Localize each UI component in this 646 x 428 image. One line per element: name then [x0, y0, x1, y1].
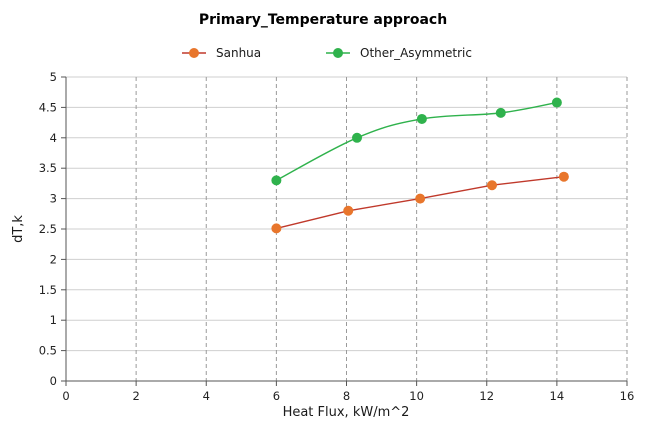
legend-marker	[333, 48, 343, 58]
data-point-sanhua	[487, 180, 498, 191]
y-tick-label: 3	[50, 192, 57, 206]
data-point-other-asymmetric	[495, 107, 506, 118]
x-tick-label: 8	[343, 389, 350, 403]
x-tick-label: 12	[479, 389, 494, 403]
x-tick-label: 0	[62, 389, 69, 403]
x-axis-label: Heat Flux, kW/m^2	[283, 405, 410, 420]
y-tick-label: 4.5	[39, 100, 57, 114]
x-tick-label: 2	[132, 389, 139, 403]
y-tick-label: 0	[50, 374, 57, 388]
data-point-other-asymmetric	[416, 113, 427, 124]
y-tick-label: 2	[50, 252, 57, 266]
tick-labels: 0 0.5 1 1.5 2 2.5 3 3.5 4 4.5 5 0 2 4 6 8 10 12 14 16	[39, 70, 635, 403]
x-tick-label: 16	[620, 389, 635, 403]
legend-marker	[189, 48, 199, 58]
data-point-sanhua	[558, 171, 569, 182]
chart-legend: Sanhua Other_Asymmetric	[182, 46, 472, 60]
legend-label: Other_Asymmetric	[360, 46, 472, 60]
legend-label: Sanhua	[216, 46, 261, 60]
y-tick-label: 1	[50, 313, 57, 327]
axes	[61, 76, 628, 386]
x-tick-label: 6	[273, 389, 280, 403]
y-tick-label: 4	[50, 131, 57, 145]
legend-item-other-asymmetric: Other_Asymmetric	[326, 46, 472, 60]
x-tick-label: 14	[550, 389, 565, 403]
y-tick-label: 0.5	[39, 344, 57, 358]
data-point-other-asymmetric	[352, 132, 363, 143]
y-tick-label: 5	[50, 70, 57, 84]
legend-item-sanhua: Sanhua	[182, 46, 261, 60]
data-point-other-asymmetric	[551, 97, 562, 108]
x-tick-label: 10	[409, 389, 424, 403]
y-tick-label: 3.5	[39, 161, 57, 175]
y-axis-label: dT,k	[11, 215, 26, 243]
data-point-other-asymmetric	[271, 175, 282, 186]
data-point-sanhua	[415, 193, 426, 204]
data-point-sanhua	[343, 205, 354, 216]
data-series	[271, 97, 569, 234]
y-tick-label: 1.5	[39, 283, 57, 297]
grid-lines	[66, 76, 628, 381]
chart-title: Primary_Temperature approach	[199, 12, 447, 28]
x-tick-label: 4	[203, 389, 210, 403]
y-tick-label: 2.5	[39, 222, 57, 236]
data-point-sanhua	[271, 223, 282, 234]
